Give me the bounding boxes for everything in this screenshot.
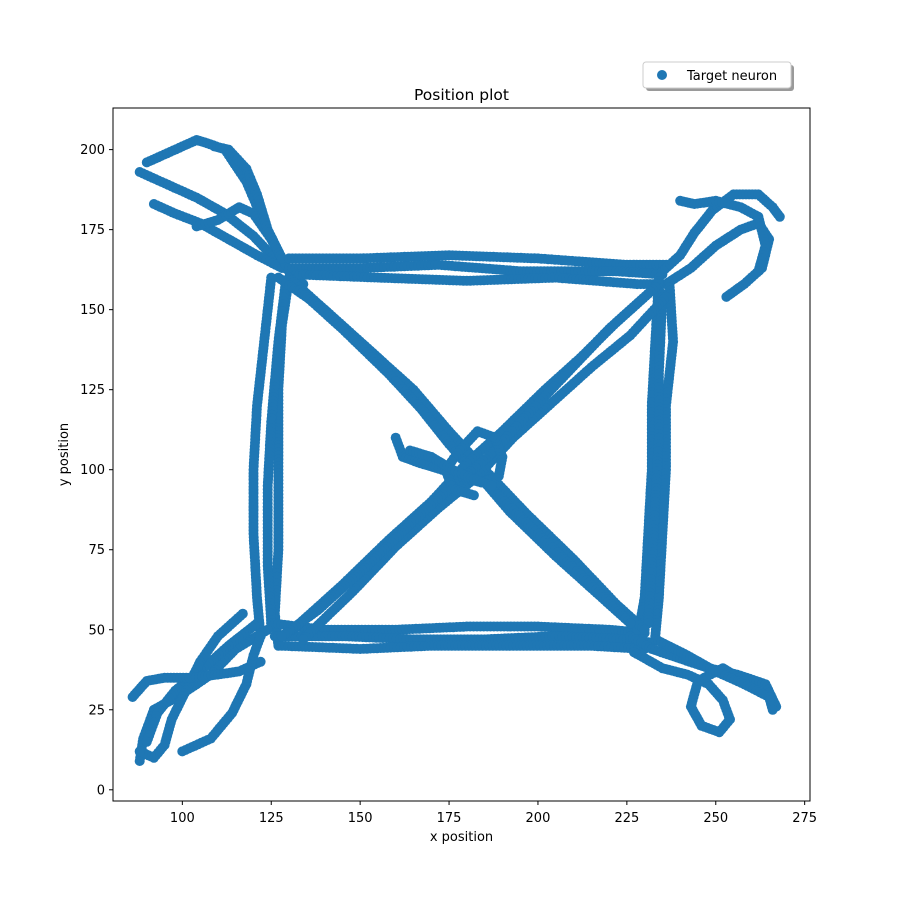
y-tick-label: 25	[88, 703, 105, 718]
data-point	[276, 253, 287, 264]
x-tick-label: 150	[348, 811, 373, 826]
x-tick-label: 100	[170, 811, 195, 826]
y-tick-label: 150	[80, 303, 105, 318]
data-point	[255, 631, 266, 642]
data-point	[468, 490, 479, 501]
x-tick-label: 225	[614, 811, 639, 826]
y-tick-label: 100	[80, 463, 105, 478]
data-point	[625, 618, 636, 629]
y-axis-ticks: 0 25 50 75 100 125 150 175 200	[80, 143, 113, 798]
x-axis-label: x position	[430, 830, 493, 845]
y-tick-label: 200	[80, 143, 105, 158]
data-point	[774, 211, 785, 222]
plot-frame	[112, 107, 811, 802]
data-point	[134, 756, 145, 766]
data-point	[486, 480, 497, 491]
y-tick-label: 0	[97, 783, 105, 798]
data-point	[298, 634, 309, 645]
data-point	[639, 624, 650, 635]
legend-box	[642, 61, 792, 89]
y-tick-label: 50	[88, 623, 105, 638]
y-axis-label: y position	[57, 423, 72, 486]
x-axis-ticks: 100 125 150 175 200 225 250 275	[170, 801, 817, 826]
data-point	[767, 704, 778, 715]
x-tick-label: 275	[792, 811, 817, 826]
legend-label: Target neuron	[686, 69, 777, 84]
y-tick-label: 125	[80, 383, 105, 398]
data-point	[721, 291, 732, 302]
legend: Target neuron	[642, 61, 794, 91]
y-tick-label: 75	[88, 543, 105, 558]
data-point	[276, 631, 287, 642]
y-tick-label: 175	[80, 223, 105, 238]
x-tick-label: 200	[526, 811, 551, 826]
x-tick-label: 250	[703, 811, 728, 826]
data-point	[255, 656, 266, 667]
data-point	[141, 736, 152, 747]
x-tick-label: 175	[437, 811, 462, 826]
data-points	[127, 135, 785, 766]
data-point	[753, 266, 764, 277]
data-point	[134, 746, 145, 757]
x-tick-label: 125	[259, 811, 284, 826]
chart-title: Position plot	[414, 86, 509, 104]
legend-marker	[657, 70, 667, 80]
